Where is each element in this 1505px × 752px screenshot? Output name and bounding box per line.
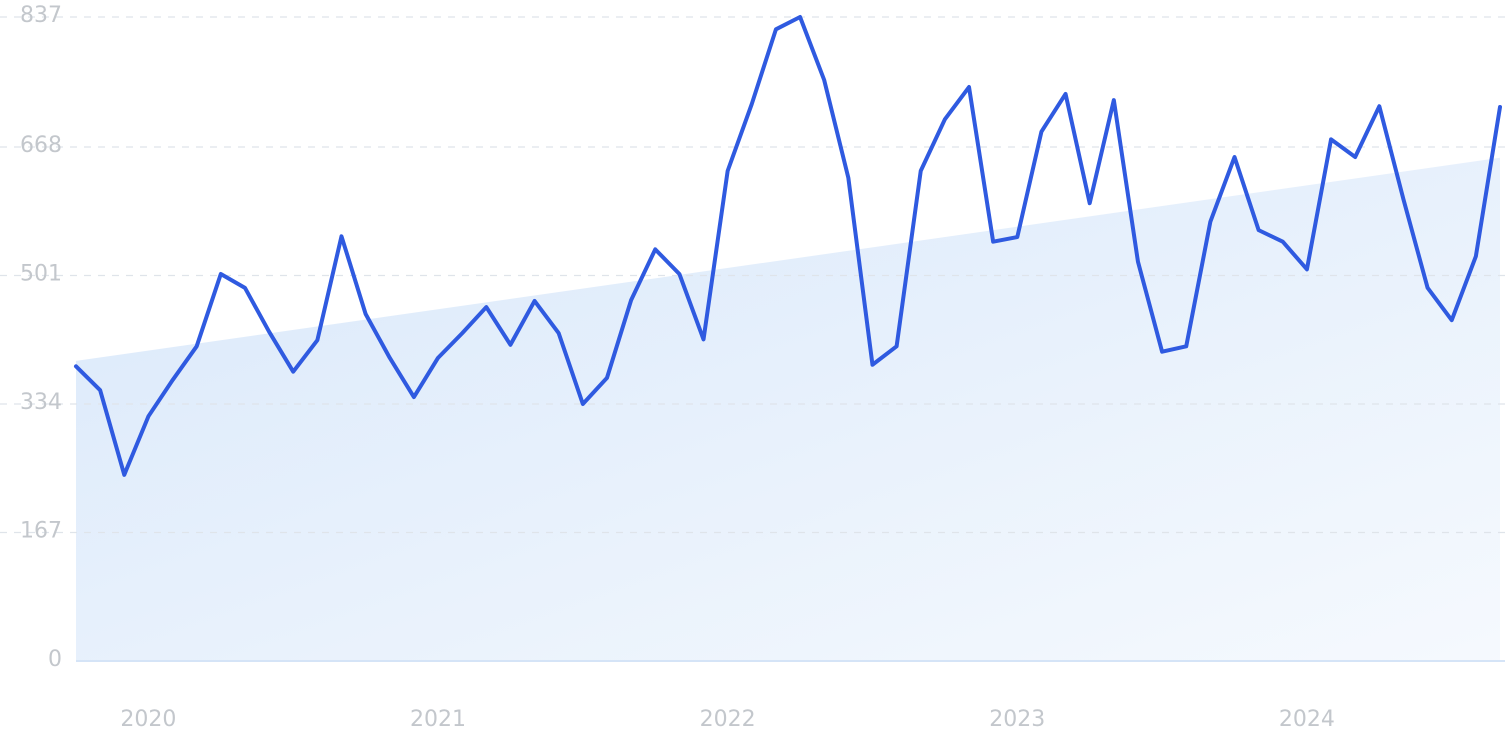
x-tick-label: 2022	[700, 707, 756, 732]
y-tick-label: 0	[48, 647, 62, 672]
y-tick-label: 501	[20, 262, 62, 287]
x-tick-label: 2024	[1279, 707, 1335, 732]
x-tick-label: 2020	[120, 707, 176, 732]
y-tick-label: 334	[20, 390, 62, 415]
y-tick-label: 837	[20, 3, 62, 28]
x-tick-label: 2023	[989, 707, 1045, 732]
y-tick-label: 167	[20, 519, 62, 544]
trend-area	[76, 157, 1500, 662]
data-line	[74, 15, 1502, 477]
x-tick-label: 2021	[410, 707, 466, 732]
y-tick-label: 668	[20, 133, 62, 158]
